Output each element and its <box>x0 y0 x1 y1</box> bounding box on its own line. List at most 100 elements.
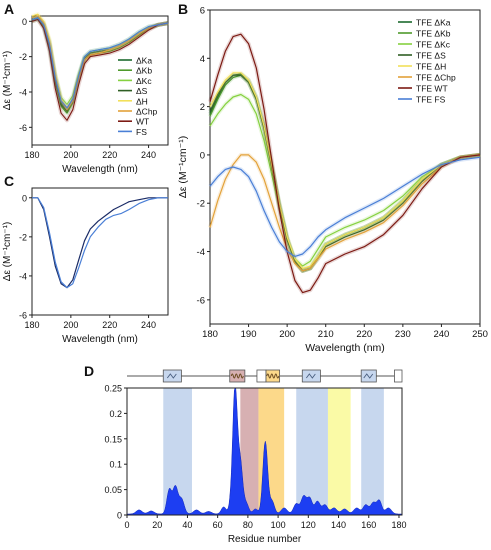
legend-label-chp: ΔChp <box>136 107 158 117</box>
x-tick-label: 180 <box>202 329 218 340</box>
schematic-box <box>394 369 403 383</box>
x-tick-label: 100 <box>271 520 286 530</box>
x-tick-label: 160 <box>361 520 376 530</box>
y-axis-label: Δε (M⁻¹cm⁻¹) <box>177 136 189 198</box>
legend-label-s: ΔS <box>136 86 148 96</box>
x-tick-label: 180 <box>24 320 39 330</box>
legend-label-s: TFE ΔS <box>416 51 446 61</box>
series-line-fs <box>31 17 169 109</box>
y-tick-label: 6 <box>200 6 205 17</box>
legend-label-h: ΔH <box>136 96 148 106</box>
highlight-band <box>361 388 384 515</box>
highlight-band <box>327 388 351 515</box>
x-tick-label: 40 <box>182 520 192 530</box>
panel-b-chart: 180 190 200 210 220 230 240 250 6 4 2 0 -2 -4 -6 Wavele… <box>177 6 488 355</box>
series-line-wt <box>209 33 481 294</box>
helix-glyph <box>266 373 280 379</box>
x-tick-label: 180 <box>24 150 39 160</box>
y-tick-label: 0 <box>22 193 27 203</box>
x-tick-label: 230 <box>395 329 411 340</box>
y-tick-label: -4 <box>197 247 205 258</box>
x-tick-label: 0 <box>124 520 129 530</box>
x-tick-label: 240 <box>141 150 156 160</box>
x-tick-label: 200 <box>63 150 78 160</box>
series-line-c_dark <box>32 197 168 289</box>
panel-a-chart: 180 200 220 240 0 -2 -4 -6 Wavelength (nm) Δε (M⁻… <box>2 12 169 175</box>
y-tick-label: -6 <box>19 123 27 133</box>
y-tick-label: 2 <box>200 102 205 113</box>
legend-label-fs: FS <box>136 127 147 137</box>
legend-label-ka: ΔKa <box>136 56 152 66</box>
x-tick-label: 60 <box>213 520 223 530</box>
x-tick-label: 20 <box>152 520 162 530</box>
legend-label-kc: TFE ΔKc <box>416 40 451 50</box>
x-tick-label: 190 <box>241 329 257 340</box>
legend-label-ka: TFE ΔKa <box>416 18 451 28</box>
panel-c-letter: C <box>4 173 14 189</box>
panel-d-chart: 0 20 40 60 80 100 120 140 160 180 0 0.05 0.1 0.15 0.2 0… <box>104 369 406 545</box>
y-tick-label: 0.15 <box>104 434 122 444</box>
series-line-fs <box>209 156 481 257</box>
legend-label-h: TFE ΔH <box>416 62 446 72</box>
y-tick-label: 0.2 <box>109 409 122 419</box>
y-tick-label: 0 <box>200 150 205 161</box>
x-axis-label: Wavelength (nm) <box>62 164 138 175</box>
x-tick-label: 200 <box>63 320 78 330</box>
y-tick-label: -6 <box>19 311 27 321</box>
y-axis-label: Δε (M⁻¹cm⁻¹) <box>2 51 13 110</box>
plot-frame <box>31 15 169 146</box>
x-tick-label: 140 <box>331 520 346 530</box>
legend-label-kc: ΔKc <box>136 76 152 86</box>
panel-d-letter: D <box>84 363 94 379</box>
panel-a-letter: A <box>4 1 14 17</box>
series-line-c_light <box>32 197 168 289</box>
y-tick-label: -2 <box>19 232 27 242</box>
y-tick-label: -2 <box>197 199 205 210</box>
y-tick-label: 0.05 <box>104 485 122 495</box>
beta-glyph <box>305 373 316 379</box>
beta-glyph <box>363 373 374 379</box>
panel-b-letter: B <box>178 1 188 17</box>
series-line-wt <box>31 18 169 121</box>
x-tick-label: 220 <box>102 320 117 330</box>
beta-glyph <box>166 373 177 379</box>
y-tick-label: -2 <box>19 52 27 62</box>
y-tick-label: -4 <box>19 271 27 281</box>
schematic-box <box>256 369 267 383</box>
legend-label-fs: TFE FS <box>416 95 446 105</box>
y-tick-label: 0 <box>117 511 122 521</box>
y-tick-label: 4 <box>200 54 205 65</box>
x-axis-label: Wavelength (nm) <box>305 342 385 354</box>
highlight-band <box>296 388 328 515</box>
x-tick-label: 210 <box>318 329 334 340</box>
y-tick-label: -6 <box>197 295 205 306</box>
y-tick-label: 0.1 <box>109 460 122 470</box>
series-line-h <box>209 72 481 269</box>
x-axis-label: Wavelength (nm) <box>62 334 138 345</box>
y-tick-label: -4 <box>19 87 27 97</box>
x-tick-label: 80 <box>243 520 253 530</box>
y-tick-label: 0.25 <box>104 384 122 394</box>
x-tick-label: 180 <box>391 520 406 530</box>
legend-label-chp: TFE ΔChp <box>416 73 456 83</box>
plot-frame <box>126 387 403 516</box>
plot-frame <box>209 9 481 325</box>
x-tick-label: 250 <box>472 329 488 340</box>
legend-label-wt: TFE WT <box>416 84 448 94</box>
highlight-band <box>240 388 259 515</box>
y-axis-label: Δε (M⁻¹cm⁻¹) <box>2 222 13 281</box>
legend-label-kb: TFE ΔKb <box>416 29 451 39</box>
helix-glyph <box>230 373 244 379</box>
x-axis-label: Residue number <box>228 534 302 545</box>
x-tick-label: 220 <box>102 150 117 160</box>
legend-label-kb: ΔKb <box>136 66 152 76</box>
series-line-kc <box>209 93 481 267</box>
panel-c-chart: 180 200 220 240 0 -2 -4 -6 Wavelength (nm) Δε (M⁻… <box>2 187 169 345</box>
x-tick-label: 220 <box>356 329 372 340</box>
x-tick-label: 240 <box>141 320 156 330</box>
plot-frame <box>31 187 169 316</box>
series-line-s <box>209 74 481 272</box>
x-tick-label: 240 <box>433 329 449 340</box>
legend-label-wt: WT <box>136 117 149 127</box>
